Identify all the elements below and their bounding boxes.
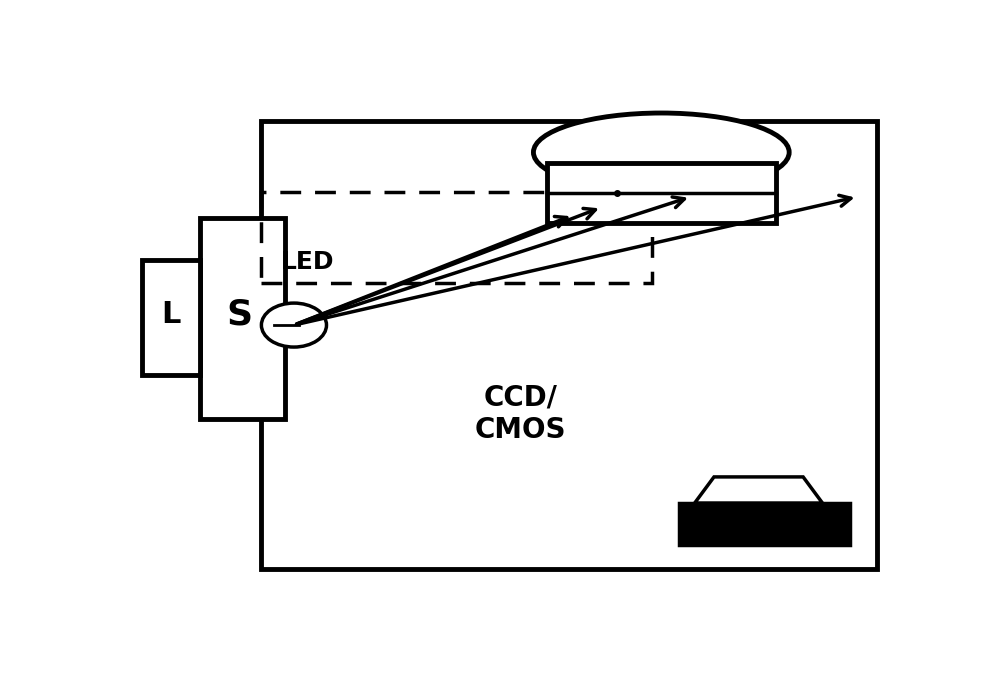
Bar: [261, 121, 877, 568]
Text: L: L: [161, 300, 180, 329]
Bar: [200, 218, 285, 420]
Polygon shape: [695, 477, 822, 503]
Bar: [679, 503, 850, 545]
Text: CCD/
CMOS: CCD/ CMOS: [475, 384, 566, 444]
Bar: [547, 163, 776, 223]
Text: S: S: [227, 298, 253, 332]
Ellipse shape: [533, 113, 789, 192]
Bar: [261, 192, 652, 283]
Bar: [142, 260, 200, 375]
Text: LED: LED: [280, 250, 334, 274]
Circle shape: [261, 303, 326, 347]
